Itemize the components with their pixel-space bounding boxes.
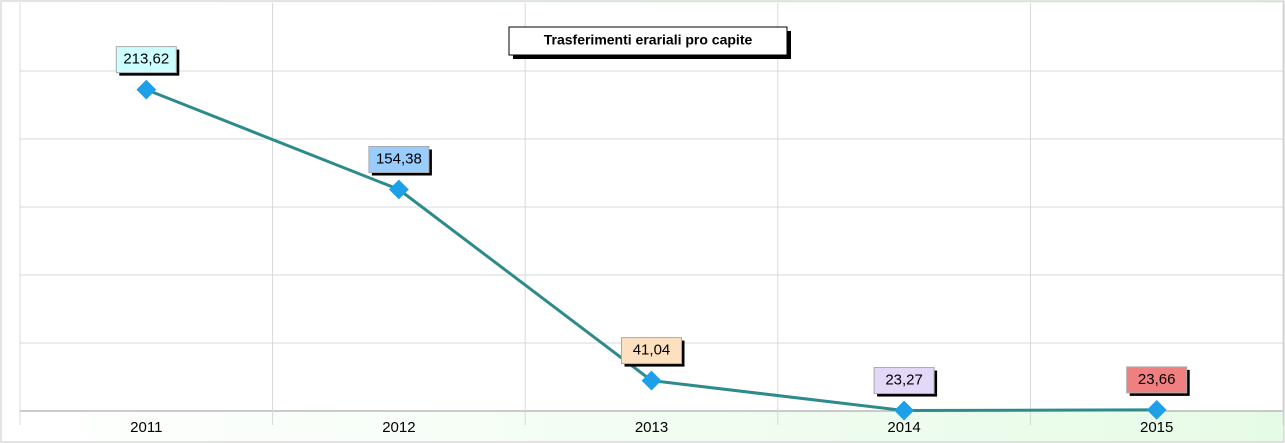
- data-label: 23,27: [885, 372, 923, 389]
- label-box: [1126, 366, 1188, 394]
- marker: [894, 400, 914, 421]
- x-tick-label: 2015: [1140, 419, 1173, 436]
- marker: [136, 79, 157, 100]
- data-label: 154,38: [376, 150, 422, 167]
- data-label: 41,04: [633, 342, 671, 359]
- x-tick-label: 2013: [635, 419, 668, 436]
- label-box: [368, 145, 430, 173]
- grid: [19, 3, 1284, 425]
- marker: [641, 370, 662, 391]
- chart-title: Trasferimenti erariali pro capite: [544, 32, 753, 48]
- label-box: [621, 337, 682, 365]
- label-box: [115, 46, 177, 74]
- x-tick-label: 2014: [887, 419, 920, 436]
- data-label: 23,66: [1138, 371, 1176, 388]
- marker: [389, 179, 409, 200]
- data-label: 213,62: [123, 51, 169, 68]
- x-tick-label: 2011: [130, 419, 162, 436]
- x-tick-label: 2012: [382, 419, 415, 436]
- marker: [1146, 399, 1167, 420]
- label-box: [873, 367, 935, 395]
- title-box: [508, 26, 788, 56]
